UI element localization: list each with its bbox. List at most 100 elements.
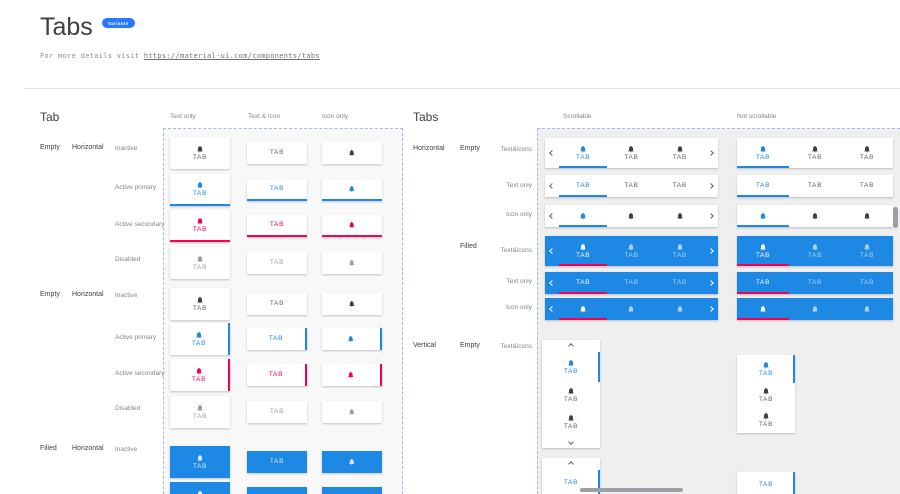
tab-text-active-primary[interactable]: TAB [247,328,307,350]
tab-icon-inactive[interactable] [322,142,382,164]
tab-label: TAB [624,251,639,259]
tab-active[interactable]: TAB [542,352,600,382]
tab-icon-active-primary[interactable] [322,328,382,350]
chevron-right-icon[interactable] [704,298,718,320]
chevron-right-icon[interactable] [704,272,718,294]
tab-icon-inactive[interactable] [322,293,382,315]
docs-link[interactable]: https://material-ui.com/components/tabs [143,52,320,60]
tab-text-icon-inactive[interactable]: TAB [170,288,230,320]
chevron-left-icon[interactable] [545,272,559,294]
chevron-down-icon[interactable] [542,436,600,448]
tab-active[interactable]: TAB [542,470,600,494]
tab-filled-text-icon-active[interactable]: TAB [170,482,230,494]
tab[interactable]: TAB [841,175,893,197]
tab-icon-disabled[interactable] [322,401,382,423]
chevron-left-icon[interactable] [545,236,559,266]
group-variant-label: Empty [40,144,60,151]
tab[interactable]: TAB [841,272,893,294]
tab-active[interactable] [737,298,789,320]
tab[interactable]: TAB [789,175,841,197]
tab-active[interactable]: TAB [737,355,795,383]
tab-icon-disabled[interactable] [322,252,382,274]
tab[interactable] [607,205,655,227]
tab-filled-icon-inactive[interactable] [322,451,382,473]
tab-filled-text-inactive[interactable]: TAB [247,451,307,473]
tab-text-icon-active-primary[interactable]: TAB [170,323,230,355]
tab-label: TAB [859,251,875,259]
tab[interactable] [656,298,704,320]
tab[interactable]: TAB [607,272,655,294]
chevron-left-icon[interactable] [545,175,559,197]
tab-text-icon-active-secondary[interactable]: TAB [170,359,230,391]
tab-active[interactable]: TAB [559,236,608,266]
tab-active[interactable]: TAB [737,175,789,197]
tab[interactable]: TAB [656,175,704,197]
row-label: Text&icons [500,146,532,153]
horizontal-scrollbar-thumb[interactable] [580,488,683,492]
tab[interactable]: TAB [841,236,893,266]
tab-active[interactable] [559,298,608,320]
tab[interactable]: TAB [607,138,655,168]
tab-text-icon-active-primary[interactable]: TAB [170,174,230,206]
chevron-left-icon[interactable] [545,138,559,168]
tab-text-icon-inactive[interactable]: TAB [170,137,230,169]
tab-active[interactable]: TAB [737,138,789,168]
tab-text-icon-active-secondary[interactable]: TAB [170,210,230,242]
tab-text-icon-disabled[interactable]: TAB [170,247,230,279]
tab[interactable]: TAB [656,236,704,266]
tab[interactable] [789,205,841,227]
tab[interactable] [656,205,704,227]
tab[interactable]: TAB [542,409,600,436]
vertical-scrollbar-thumb[interactable] [893,207,898,228]
tab-text-disabled[interactable]: TAB [247,401,307,423]
tab-text-active-secondary[interactable]: TAB [247,215,307,237]
tab[interactable]: TAB [607,236,655,266]
tab[interactable] [789,298,841,320]
chevron-up-icon[interactable] [542,340,600,352]
chevron-right-icon[interactable] [704,175,718,197]
tab-icon-active-secondary[interactable] [322,215,382,237]
row-label: Text only [506,182,532,189]
tab-active[interactable] [559,205,608,227]
tab[interactable]: TAB [656,272,704,294]
tab[interactable]: TAB [789,138,841,168]
tab-active[interactable]: TAB [559,138,608,168]
tab-filled-icon-active[interactable] [322,487,382,494]
tab-icon-active-primary[interactable] [322,179,382,201]
chevron-right-icon[interactable] [704,236,718,266]
chevron-left-icon[interactable] [545,298,559,320]
chevron-right-icon[interactable] [704,138,718,168]
tab-text-disabled[interactable]: TAB [247,252,307,274]
version-badge[interactable]: Variants [102,18,135,28]
tab-text-active-secondary[interactable]: TAB [247,364,307,386]
tab[interactable]: TAB [737,408,795,433]
tab-active[interactable]: TAB [559,272,608,294]
chevron-right-icon[interactable] [704,205,718,227]
tab-active[interactable]: TAB [737,472,795,494]
tab[interactable] [607,298,655,320]
tab[interactable] [841,205,893,227]
tab-icon-active-secondary[interactable] [322,364,382,386]
tab-filled-text-active[interactable]: TAB [247,487,307,494]
tab[interactable]: TAB [841,138,893,168]
tab[interactable]: TAB [542,382,600,409]
tab-active[interactable]: TAB [559,175,608,197]
tab-text-inactive[interactable]: TAB [247,142,307,164]
tab-text-icon-disabled[interactable]: TAB [170,396,230,428]
tab-active[interactable]: TAB [737,236,789,266]
tab[interactable]: TAB [789,236,841,266]
tab[interactable]: TAB [789,272,841,294]
tab-active[interactable]: TAB [737,272,789,294]
tab-label: TAB [269,299,285,307]
tab-active[interactable] [737,205,789,227]
tab-filled-text-icon-inactive[interactable]: TAB [170,446,230,478]
chevron-up-icon[interactable] [542,458,600,470]
tab[interactable]: TAB [737,383,795,408]
tab[interactable]: TAB [656,138,704,168]
tab-text-inactive[interactable]: TAB [247,293,307,315]
tab[interactable]: TAB [607,175,655,197]
chevron-left-icon[interactable] [545,205,559,227]
tab-text-active-primary[interactable]: TAB [247,179,307,201]
tab[interactable] [841,298,893,320]
tabs-bar-filled-fixed-text-icons: TAB TAB TAB [737,236,893,266]
